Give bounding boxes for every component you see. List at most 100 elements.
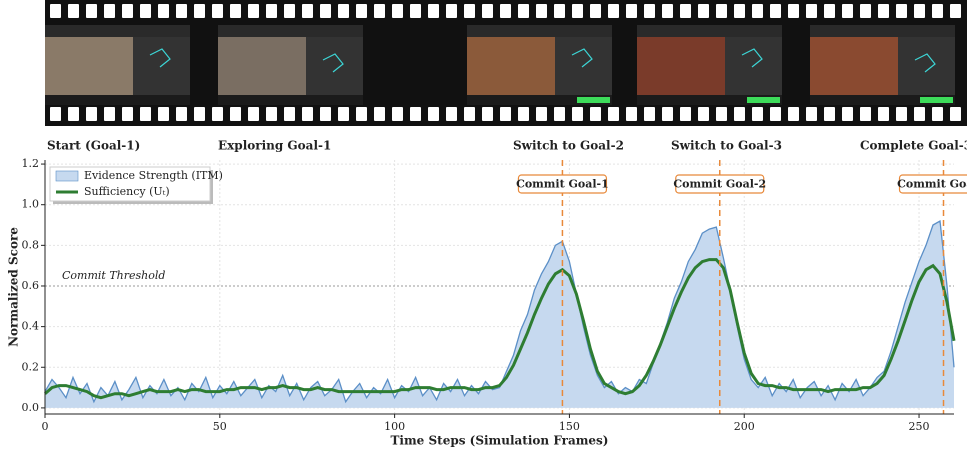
hole <box>68 107 79 121</box>
hole <box>338 107 349 121</box>
hole <box>536 4 547 18</box>
hole <box>896 107 907 121</box>
commit-label-box <box>675 174 765 194</box>
frame-trajectory <box>322 53 344 73</box>
hole <box>212 107 223 121</box>
frame-header <box>810 25 955 37</box>
hole <box>266 4 277 18</box>
hole <box>248 107 259 121</box>
hole <box>680 107 691 121</box>
hole <box>374 107 385 121</box>
hole <box>230 107 241 121</box>
frame-status <box>747 97 780 103</box>
x-tick-label: 200 <box>734 420 755 433</box>
hole <box>230 4 241 18</box>
hole <box>536 107 547 121</box>
hole <box>842 4 853 18</box>
hole <box>320 107 331 121</box>
frames <box>45 25 955 105</box>
frame-header <box>637 25 782 37</box>
hole <box>140 107 151 121</box>
hole <box>122 107 133 121</box>
x-axis-title: Time Steps (Simulation Frames) <box>390 434 608 448</box>
hole <box>446 107 457 121</box>
hole <box>806 4 817 18</box>
frame-photo <box>637 37 725 95</box>
hole <box>914 107 925 121</box>
hole <box>914 4 925 18</box>
hole <box>626 107 637 121</box>
hole <box>410 4 421 18</box>
hole <box>626 4 637 18</box>
x-tick-label: 250 <box>909 420 930 433</box>
hole <box>896 4 907 18</box>
frame-status <box>920 97 953 103</box>
frame-map <box>898 37 955 95</box>
threshold-label: Commit Threshold <box>62 269 165 282</box>
hole <box>554 107 565 121</box>
hole <box>320 4 331 18</box>
hole <box>752 107 763 121</box>
hole <box>680 4 691 18</box>
hole <box>662 107 673 121</box>
legend-label: Sufficiency (Uₜ) <box>84 185 170 198</box>
frame-trajectory <box>741 48 763 68</box>
hole <box>284 107 295 121</box>
hole <box>356 107 367 121</box>
frame-caption: Switch to Goal-3 <box>671 139 782 153</box>
hole <box>734 107 745 121</box>
hole <box>374 4 385 18</box>
hole <box>140 4 151 18</box>
commit-label: Commit Goal-3 <box>897 178 967 191</box>
hole <box>860 4 871 18</box>
hole <box>608 107 619 121</box>
frame-header <box>467 25 612 37</box>
hole <box>446 4 457 18</box>
frame-trajectory <box>571 48 593 68</box>
hole <box>302 4 313 18</box>
hole <box>50 4 61 18</box>
hole <box>842 107 853 121</box>
hole <box>572 107 583 121</box>
hole <box>86 4 97 18</box>
plot: 0.0 0.2 0.4 0.6 0.8 1.0 1.2 0 50 100 150 200 250 Comm… <box>7 157 967 448</box>
hole <box>284 4 295 18</box>
hole <box>590 107 601 121</box>
hole <box>464 107 475 121</box>
hole <box>950 4 961 18</box>
y-tick-label: 1.2 <box>22 157 40 170</box>
frame-status <box>577 97 610 103</box>
hole <box>932 4 943 18</box>
hole <box>698 107 709 121</box>
y-tick-label: 0.2 <box>22 360 40 373</box>
commit-label: Commit Goal-2 <box>673 178 766 191</box>
commit-label-box <box>898 174 967 194</box>
frame-caption: Exploring Goal-1 <box>218 139 331 153</box>
hole <box>716 4 727 18</box>
hole <box>392 4 403 18</box>
commit-label: Commit Goal-1 <box>516 178 609 191</box>
frame-photo <box>467 37 555 95</box>
frame-photo <box>45 37 133 95</box>
hole <box>590 4 601 18</box>
hole <box>464 4 475 18</box>
hole <box>212 4 223 18</box>
hole <box>356 4 367 18</box>
x-tick-label: 150 <box>559 420 580 433</box>
hole <box>788 4 799 18</box>
hole <box>410 107 421 121</box>
hole <box>194 4 205 18</box>
hole <box>860 107 871 121</box>
legend-label: Evidence Strength (ITM) <box>84 169 223 182</box>
hole <box>482 4 493 18</box>
frame-header <box>45 25 190 37</box>
x-tick-label: 50 <box>213 420 227 433</box>
y-tick-label: 0.8 <box>22 238 40 251</box>
hole <box>104 4 115 18</box>
frame-photo <box>810 37 898 95</box>
hole <box>518 107 529 121</box>
hole <box>50 107 61 121</box>
legend-swatch <box>55 170 79 182</box>
hole <box>500 107 511 121</box>
